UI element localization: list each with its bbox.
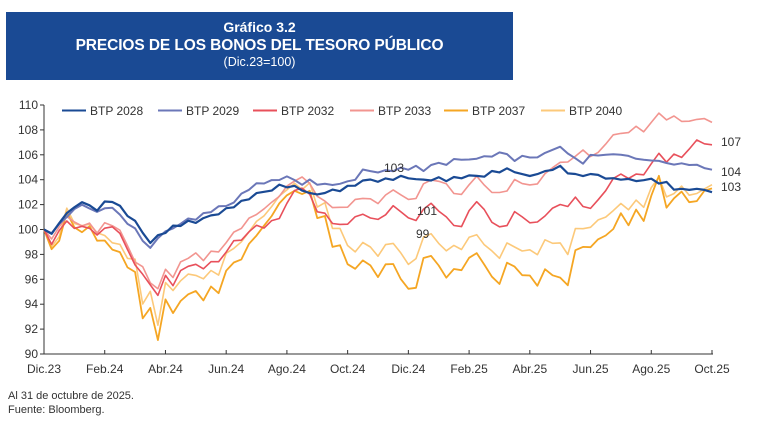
x-tick-label: Jun.25 <box>573 362 609 376</box>
chart-title: PRECIOS DE LOS BONOS DEL TESORO PÚBLICO <box>75 37 444 54</box>
series-line-btp-2033 <box>43 112 713 290</box>
x-tick-label: Dic.23 <box>27 362 61 376</box>
y-tick-label: 110 <box>19 98 38 112</box>
y-tick-label: 108 <box>18 123 38 137</box>
chart-header: Gráfico 3.2 PRECIOS DE LOS BONOS DEL TES… <box>6 12 513 80</box>
annotation-label: 99 <box>416 227 430 241</box>
y-tick-label: 92 <box>25 322 39 336</box>
x-tick-label: Oct.25 <box>694 362 730 376</box>
x-tick-label: Dic.24 <box>391 362 425 376</box>
y-tick-label: 100 <box>18 223 38 237</box>
legend-item: BTP 2028 <box>62 104 143 118</box>
series-line-btp-2040 <box>43 176 713 327</box>
annotation-label: 104 <box>721 165 741 179</box>
annotation-label: 107 <box>721 135 741 149</box>
y-tick-label: 106 <box>18 148 38 162</box>
series-line-btp-2029 <box>43 145 713 249</box>
x-tick-label: Ago.25 <box>632 362 670 376</box>
x-tick-label: Oct.24 <box>330 362 366 376</box>
chart-number: Gráfico 3.2 <box>223 19 296 35</box>
y-tick-label: 94 <box>25 297 39 311</box>
footer-source: Fuente: Bloomberg. <box>8 404 105 416</box>
y-tick-label: 98 <box>25 247 39 261</box>
legend-item: BTP 2033 <box>350 104 431 118</box>
legend-item: BTP 2037 <box>444 104 525 118</box>
legend: BTP 2028 BTP 2029 BTP 2032 BTP 2033 BTP 2037… <box>62 104 622 118</box>
footer: Al 31 de octubre de 2025. Fuente: Bloomb… <box>8 389 134 417</box>
series-line-btp-2032 <box>43 139 713 297</box>
annotation-label: 101 <box>417 204 437 218</box>
y-tick-label: 102 <box>18 198 38 212</box>
legend-label: BTP 2032 <box>281 104 334 118</box>
legend-label: BTP 2037 <box>472 104 525 118</box>
x-tick-label: Feb.24 <box>86 362 124 376</box>
legend-label: BTP 2029 <box>186 104 239 118</box>
series-group <box>43 112 713 342</box>
x-tick-label: Abr.24 <box>148 362 183 376</box>
legend-label: BTP 2033 <box>378 104 431 118</box>
line-chart: 90 92 94 96 98 100 102 104 106 108 110 Dic.23 Feb.24… <box>18 98 741 376</box>
legend-label: BTP 2040 <box>569 104 622 118</box>
chart-subtitle: (Dic.23=100) <box>223 55 296 69</box>
legend-item: BTP 2040 <box>541 104 622 118</box>
axes: 90 92 94 96 98 100 102 104 106 108 110 Dic.23 Feb.24… <box>18 98 730 376</box>
annotation-label: 103 <box>721 180 741 194</box>
footer-note: Al 31 de octubre de 2025. <box>8 390 134 402</box>
legend-label: BTP 2028 <box>90 104 143 118</box>
y-tick-label: 90 <box>25 347 39 361</box>
legend-item: BTP 2032 <box>253 104 334 118</box>
annotation-label: 103 <box>384 161 404 175</box>
x-tick-label: Abr.25 <box>512 362 547 376</box>
x-tick-label: Feb.25 <box>450 362 488 376</box>
series-line-btp-2037 <box>43 174 713 342</box>
y-tick-label: 96 <box>25 272 39 286</box>
series-line-btp-2028 <box>43 164 713 245</box>
x-tick-label: Jun.24 <box>208 362 244 376</box>
legend-item: BTP 2029 <box>158 104 239 118</box>
y-tick-label: 104 <box>18 173 38 187</box>
x-tick-label: Ago.24 <box>268 362 306 376</box>
